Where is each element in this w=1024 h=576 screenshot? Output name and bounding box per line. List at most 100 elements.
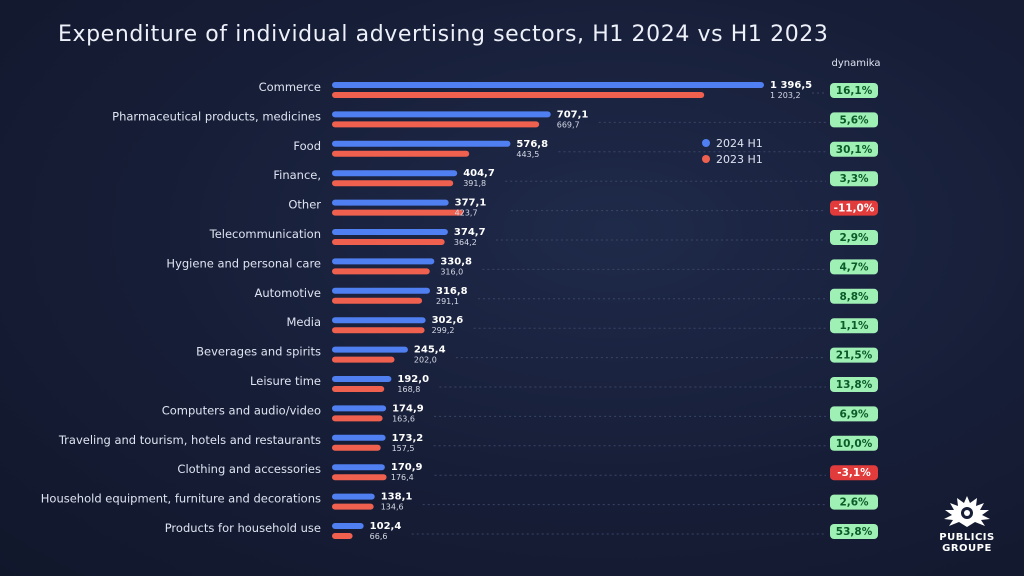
dynamics-badge [830, 112, 878, 128]
dynamics-badge-label: 30,1% [836, 144, 873, 156]
value-label-2023: 316,0 [440, 267, 463, 276]
dynamics-badge-label: -11,0% [834, 203, 875, 215]
bar-2023 [332, 180, 454, 187]
value-label-2024: 302,6 [432, 315, 464, 326]
category-label: Commerce [259, 80, 321, 94]
bar-2023 [332, 444, 381, 451]
dynamics-badge [830, 435, 878, 451]
bar-2024 [332, 434, 386, 441]
category-label: Food [293, 139, 321, 153]
dynamics-badge [830, 288, 878, 304]
bar-2024 [332, 464, 385, 471]
value-label-2024: 174,9 [392, 403, 424, 414]
bar-2024 [332, 229, 448, 235]
bar-2023 [332, 503, 374, 510]
dynamics-badge-label: 2,9% [839, 232, 869, 244]
value-label-2023: 66,6 [370, 532, 388, 541]
bar-2023 [332, 415, 383, 422]
bar-2024 [332, 376, 392, 382]
bar-2024 [332, 258, 435, 265]
value-label-2024: 404,7 [463, 168, 495, 179]
category-label: Leisure time [250, 374, 321, 388]
bar-2023 [332, 239, 445, 245]
dynamics-badge-label: 4,7% [839, 261, 869, 273]
value-label-2024: 170,9 [391, 462, 423, 473]
bar-2024 [332, 523, 364, 529]
dynamics-badge [830, 465, 878, 481]
value-label-2023: 423,7 [455, 209, 478, 218]
lion-emblem-icon [944, 496, 990, 527]
value-label-2023: 364,2 [454, 238, 477, 247]
value-label-2023: 443,5 [516, 150, 539, 159]
value-label-2024: 102,4 [370, 521, 402, 532]
dynamics-header: dynamika [831, 58, 881, 69]
category-label: Other [288, 198, 321, 212]
value-label-2023: 157,5 [392, 444, 415, 453]
bar-2024 [332, 140, 511, 147]
value-label-2024: 316,8 [436, 286, 468, 297]
category-label: Traveling and tourism, hotels and restau… [58, 433, 321, 447]
category-label: Products for household use [165, 521, 321, 535]
dynamics-badge-label: 10,0% [836, 438, 873, 450]
value-label-2024: 138,1 [381, 492, 413, 503]
value-label-2024: 173,2 [392, 433, 424, 444]
bar-2023 [332, 327, 425, 334]
bar-2023 [332, 297, 423, 304]
publicis-logo: PUBLICIS GROUPE [928, 494, 1006, 554]
category-label: Beverages and spirits [196, 345, 321, 359]
bar-2024 [332, 111, 551, 118]
bar-2023 [332, 474, 387, 481]
logo-text: PUBLICIS GROUPE [939, 532, 995, 554]
chart-title: Expenditure of individual advertising se… [58, 22, 829, 47]
bar-2024 [332, 287, 431, 294]
bar-2023 [332, 386, 385, 392]
dynamics-badge-label: 1,1% [839, 320, 869, 332]
dynamics-badge [830, 83, 878, 98]
legend-marker [702, 155, 710, 163]
dynamics-badge-label: 16,1% [836, 85, 873, 97]
category-label: Pharmaceutical products, medicines [112, 109, 321, 123]
value-label-2023: 669,7 [557, 120, 580, 129]
legend-label: 2023 H1 [716, 153, 763, 166]
dynamics-badge-label: 13,8% [836, 379, 873, 391]
dynamics-badge-label: 5,6% [839, 114, 869, 126]
bar-2023 [332, 356, 395, 363]
dynamics-badge-label: 2,6% [839, 497, 869, 509]
dynamics-badge [830, 141, 878, 157]
dynamics-badge-label: 21,5% [836, 350, 873, 362]
bar-2023 [332, 121, 540, 128]
dynamics-badge [830, 524, 878, 539]
bar-2024 [332, 317, 426, 324]
value-label-2024: 374,7 [454, 227, 486, 238]
dynamics-badge [830, 406, 878, 422]
bar-2023 [332, 209, 464, 216]
dynamics-badge [830, 377, 878, 392]
dynamics-badge [830, 318, 878, 334]
value-label-2024: 1 396,5 [770, 80, 812, 91]
value-label-2023: 163,6 [392, 414, 415, 423]
value-label-2024: 330,8 [440, 256, 472, 267]
bar-2023 [332, 533, 353, 539]
bar-2023 [332, 150, 470, 157]
category-label: Household equipment, furniture and decor… [41, 492, 321, 506]
bar-2023 [332, 268, 430, 275]
bar-2024 [332, 170, 458, 177]
category-label: Finance, [273, 168, 321, 182]
value-label-2024: 245,4 [414, 345, 446, 356]
bar-2024 [332, 82, 764, 88]
value-label-2024: 192,0 [397, 374, 429, 385]
bar-2023 [332, 92, 705, 98]
category-label: Clothing and accessories [177, 462, 321, 476]
bar-2024 [332, 493, 375, 500]
dynamics-badge-label: -3,1% [837, 467, 871, 479]
category-label: Telecommunication [209, 227, 321, 241]
value-label-2024: 576,8 [516, 139, 548, 150]
value-label-2023: 299,2 [432, 326, 455, 335]
category-label: Automotive [254, 286, 321, 300]
dynamics-badge [830, 230, 878, 245]
dynamics-badge-label: 8,8% [839, 291, 869, 303]
category-label: Media [286, 315, 321, 329]
dynamics-badge-label: 3,3% [839, 173, 869, 185]
bar-2024 [332, 405, 387, 412]
